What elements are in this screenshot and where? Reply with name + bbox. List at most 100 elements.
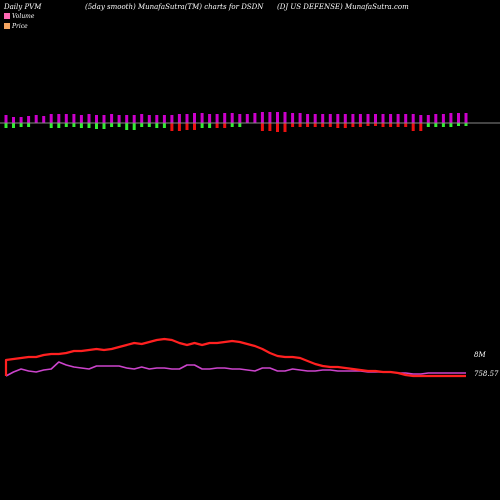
volume-bar-down bbox=[19, 123, 23, 127]
volume-bar-up bbox=[291, 113, 295, 123]
volume-bar-down bbox=[57, 123, 61, 128]
volume-bar-down bbox=[72, 123, 76, 127]
volume-bar-down bbox=[306, 123, 310, 127]
volume-bar-up bbox=[374, 114, 377, 123]
volume-bar-up bbox=[223, 113, 227, 123]
volume-bar-down bbox=[215, 123, 219, 128]
volume-bar-up bbox=[4, 115, 8, 123]
volume-bar-up bbox=[177, 114, 181, 123]
volume-bar-down bbox=[132, 123, 136, 130]
volume-bar-down bbox=[328, 123, 332, 127]
volume-bar-down bbox=[441, 123, 445, 127]
volume-bar-down bbox=[27, 123, 31, 127]
volume-bar-down bbox=[419, 123, 423, 131]
volume-bar-up bbox=[125, 115, 129, 123]
volume-bar-down bbox=[12, 123, 15, 128]
volume-bar-down bbox=[95, 123, 98, 129]
volume-bar-up bbox=[411, 114, 415, 123]
legend-price: Price bbox=[4, 23, 28, 30]
volume-bar-down bbox=[351, 123, 355, 127]
volume-bar-down bbox=[208, 123, 212, 128]
volume-bar-down bbox=[336, 123, 340, 128]
volume-bar-up bbox=[358, 114, 362, 123]
volume-bar-down bbox=[230, 123, 234, 127]
volume-bar-up bbox=[27, 116, 31, 123]
volume-bars bbox=[4, 112, 468, 132]
volume-bar-down bbox=[283, 123, 287, 132]
volume-bar-down bbox=[298, 123, 302, 127]
volume-bar-up bbox=[283, 112, 287, 123]
volume-bar-down bbox=[411, 123, 415, 131]
volume-bar-up bbox=[57, 114, 61, 123]
volume-bar-up bbox=[441, 114, 445, 123]
volume-bar-down bbox=[374, 123, 377, 126]
legend-volume-label: Volume bbox=[12, 13, 35, 20]
volume-bar-up bbox=[298, 113, 302, 123]
volume-bar-up bbox=[396, 114, 400, 123]
volume-bar-down bbox=[147, 123, 151, 127]
volume-bar-down bbox=[140, 123, 144, 127]
volume-bar-down bbox=[426, 123, 430, 127]
volume-bar-up bbox=[12, 117, 15, 123]
volume-bar-down bbox=[185, 123, 189, 130]
volume-bar-down bbox=[291, 123, 295, 127]
volume-bar-up bbox=[230, 113, 234, 123]
series-label-price: 758.57 bbox=[474, 370, 499, 378]
volume-bar-up bbox=[162, 115, 166, 123]
legend-price-label: Price bbox=[12, 23, 28, 30]
volume-bar-up bbox=[449, 113, 453, 123]
volume-bar-down bbox=[64, 123, 68, 127]
volume-bar-up bbox=[268, 112, 272, 123]
volume-bar-down bbox=[396, 123, 400, 127]
volume-bar-up bbox=[49, 114, 53, 123]
volume-bar-down bbox=[449, 123, 453, 127]
volume-bar-down bbox=[125, 123, 129, 130]
volume-bar-up bbox=[457, 113, 460, 123]
volume-bar-down bbox=[223, 123, 227, 128]
volume-bar-down bbox=[464, 123, 468, 126]
volume-bar-up bbox=[87, 114, 91, 123]
volume-bar-up bbox=[42, 116, 46, 123]
chart-title: (5day smooth) MunafaSutra(TM) charts for… bbox=[85, 3, 264, 11]
volume-bar-down bbox=[457, 123, 460, 126]
volume-bar-up bbox=[208, 114, 212, 123]
volume-bar-down bbox=[117, 123, 121, 127]
volume-bar-down bbox=[238, 123, 242, 127]
volume-bar-up bbox=[351, 114, 355, 123]
volume-bar-down bbox=[260, 123, 264, 131]
volume-bar-up bbox=[170, 115, 174, 123]
volume-bar-up bbox=[313, 114, 317, 123]
legend-volume-swatch bbox=[4, 13, 10, 19]
volume-bar-up bbox=[132, 115, 136, 123]
volume-bar-up bbox=[434, 114, 438, 123]
legend-volume: Volume bbox=[4, 13, 34, 20]
volume-bar-down bbox=[389, 123, 393, 127]
volume-bar-up bbox=[245, 114, 249, 123]
volume-bar-up bbox=[110, 114, 114, 123]
volume-bar-up bbox=[306, 114, 310, 123]
volume-bar-up bbox=[328, 114, 332, 123]
volume-bar-down bbox=[193, 123, 196, 130]
volume-bar-down bbox=[268, 123, 272, 131]
price-line bbox=[4, 337, 466, 378]
volume-bar-up bbox=[117, 115, 121, 123]
volume-bar-down bbox=[177, 123, 181, 131]
volume-bar-down bbox=[200, 123, 204, 128]
volume-bar-down bbox=[79, 123, 83, 128]
chart-type-label: Daily PVM bbox=[4, 3, 42, 11]
volume-bar-up bbox=[64, 114, 68, 123]
volume-bar-up bbox=[321, 114, 325, 123]
volume-bar-down bbox=[313, 123, 317, 127]
volume-bar-down bbox=[87, 123, 91, 128]
volume-bar-down bbox=[49, 123, 53, 128]
volume-bar-down bbox=[381, 123, 385, 127]
volume-bar-up bbox=[336, 114, 340, 123]
volume-bar-down bbox=[102, 123, 106, 129]
volume-bar-down bbox=[321, 123, 325, 127]
source-label: (DJ US DEFENSE) MunafaSutra.com bbox=[277, 3, 409, 11]
volume-bar-up bbox=[426, 115, 430, 123]
volume-bar-down bbox=[162, 123, 166, 128]
volume-bar-up bbox=[140, 114, 144, 123]
